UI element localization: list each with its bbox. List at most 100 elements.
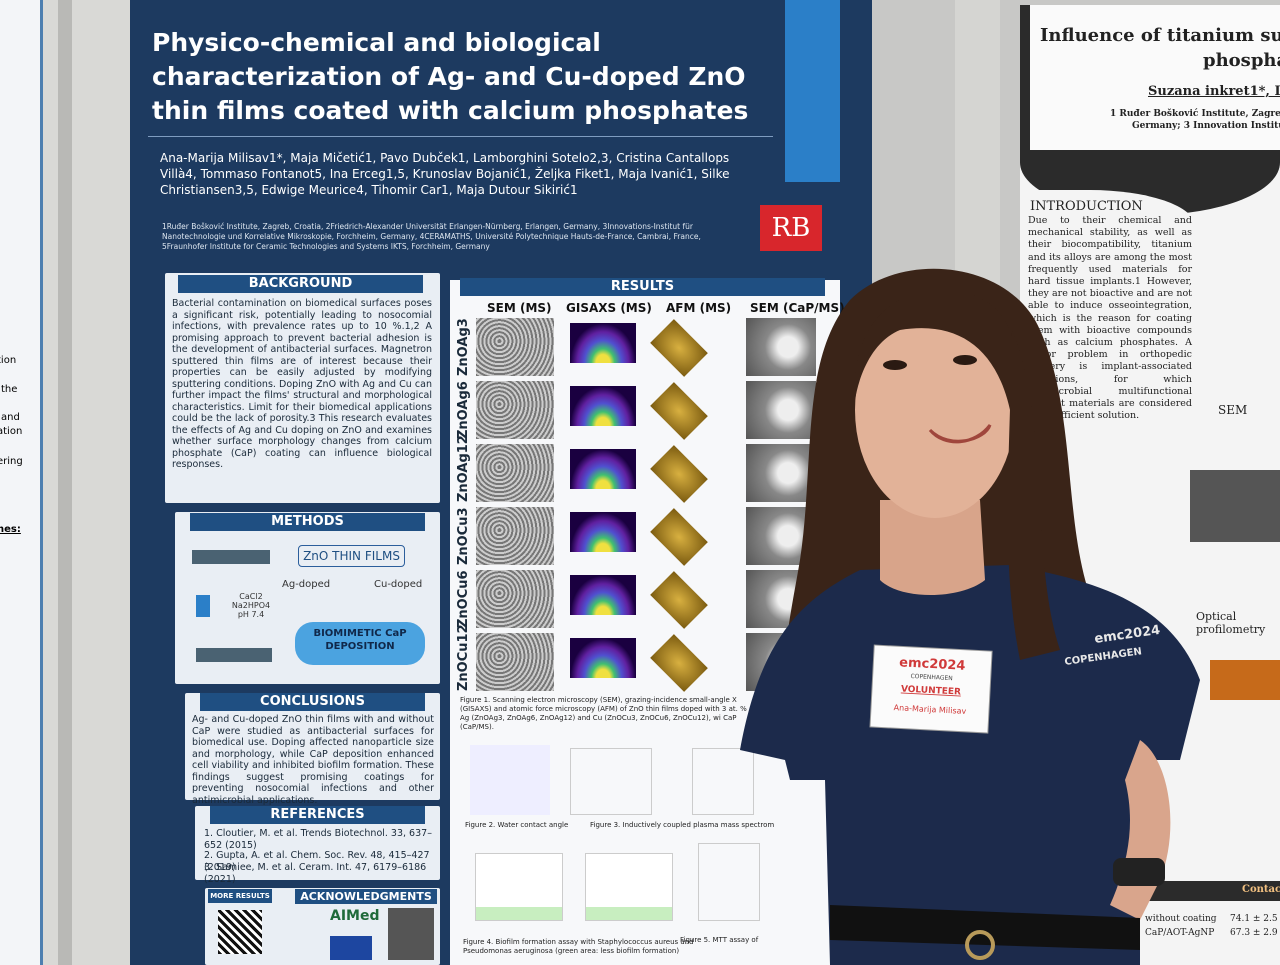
background-panel	[165, 273, 440, 503]
affiliations: 1Ruđer Bošković Institute, Zagreb, Croat…	[162, 222, 701, 251]
fragment: and	[1, 412, 20, 423]
section-heading: INTRODUCTION	[1030, 199, 1143, 214]
column-header: AFM (MS)	[666, 301, 732, 315]
ag-label: Ag-doped	[282, 579, 331, 590]
mouth	[928, 424, 992, 444]
figure-caption: Figure 4. Biofilm formation assay with S…	[463, 938, 694, 955]
reference: 3. Samiee, M. et al. Ceram. Int. 47, 617…	[204, 862, 427, 885]
section-heading: RESULTS	[460, 278, 825, 296]
sem-cap-image	[746, 381, 816, 439]
ack-logo: AIMed	[330, 908, 380, 924]
intro-text: Due to their chemical and mechanical sta…	[1028, 215, 1192, 422]
section-heading: BACKGROUND	[178, 275, 423, 293]
films-label: ZnO THIN FILMS	[298, 545, 405, 567]
watch	[1113, 858, 1165, 886]
section-heading: REFERENCES	[210, 806, 425, 824]
accent	[785, 0, 840, 182]
sem-image	[476, 381, 554, 439]
sem-image	[1190, 470, 1280, 542]
reference: 1. Cloutier, M. et al. Trends Biotechnol…	[204, 828, 432, 851]
gisaxs-image	[570, 323, 636, 363]
neck	[880, 500, 985, 595]
hair-front	[854, 289, 1018, 420]
sem-image	[476, 507, 554, 565]
badge-card	[869, 644, 993, 734]
board	[40, 0, 135, 965]
fragment: the	[1, 384, 18, 395]
sem-cap-image	[746, 444, 816, 502]
label: SEM	[1218, 403, 1248, 417]
section-heading: ACKNOWLEDGMENTS	[295, 889, 437, 904]
cell: without coating	[1145, 914, 1217, 924]
sem-image	[476, 444, 554, 502]
figure-caption: Figure 2. Water contact angle	[465, 821, 569, 829]
gisaxs-image	[570, 575, 636, 615]
eu-flag	[330, 936, 372, 960]
fragment: nes:	[0, 524, 21, 535]
column-header: SEM (CaP/MS)	[750, 301, 845, 315]
cu-label: Cu-doped	[374, 579, 423, 590]
title: phospha	[1203, 50, 1280, 71]
sem-image	[476, 633, 554, 691]
rule	[148, 136, 773, 137]
chart-image	[475, 853, 563, 921]
badge: emc2024 COPENHAGEN VOLUNTEER Ana-Marija …	[869, 644, 993, 734]
hair-side	[1007, 330, 1060, 660]
film-icon	[196, 648, 272, 662]
authors: Suzana inkret1*, Ina	[1148, 84, 1280, 99]
gisaxs-image	[570, 512, 636, 552]
badge-role: VOLUNTEER	[901, 684, 962, 697]
cell: 74.1 ± 2.5	[1230, 914, 1278, 924]
affiliation: Germany; 3 Innovation Institute fo	[1132, 121, 1280, 131]
cell: 67.3 ± 2.9	[1230, 928, 1278, 938]
sem-cap-image	[746, 318, 816, 376]
column-header: GISAXS (MS)	[566, 301, 652, 315]
figure-caption: Figure 3. Inductively coupled plasma mas…	[590, 821, 775, 829]
deposition: BIOMIMETIC CaP DEPOSITION	[295, 622, 425, 665]
table-head	[1140, 881, 1280, 901]
pole	[58, 0, 72, 965]
chart-image	[570, 748, 652, 815]
affiliation: 1 Ruđer Bošković Institute, Zagreb, Cro	[1110, 109, 1280, 119]
chart-image	[698, 843, 760, 921]
qr-code	[218, 910, 262, 954]
label: Optical profilometry	[1196, 610, 1266, 636]
main-poster: Physico-chemical and biological characte…	[130, 0, 872, 965]
figure-caption: Figure 1. Scanning electron microscopy (…	[460, 696, 756, 731]
column-header: SEM (MS)	[487, 301, 552, 315]
face	[855, 302, 1015, 518]
buckle	[965, 930, 995, 960]
badge-name: Ana-Marija Milisav	[893, 703, 966, 716]
more-results: MORE RESULTS	[208, 889, 272, 903]
logo: RB	[760, 205, 822, 251]
logo-box	[388, 908, 434, 960]
conclusions-text: Ag- and Cu-doped ZnO thin films with and…	[192, 714, 434, 806]
section-heading: METHODS	[190, 513, 425, 531]
film-icon	[192, 550, 270, 564]
eye	[883, 360, 907, 370]
gisaxs-image	[570, 386, 636, 426]
gisaxs-image	[570, 638, 636, 678]
cell: CaP/AOT-AgNP	[1145, 928, 1215, 938]
table-heading: Contact	[1242, 884, 1280, 895]
solution: CaCl2 Na2HPO4 pH 7.4	[231, 592, 271, 619]
badge-logo: emc2024	[899, 655, 966, 673]
chart-image	[470, 745, 550, 815]
sem-image	[476, 318, 554, 376]
fragment: tion	[0, 355, 17, 366]
fragment: ation	[0, 426, 23, 437]
sem-image	[476, 570, 554, 628]
reference: 2. Gupta, A. et al. Chem. Soc. Rev. 48, …	[204, 850, 430, 873]
arrow	[196, 595, 210, 617]
fragment: ering	[0, 456, 23, 467]
poster-title: Physico-chemical and biological characte…	[152, 28, 749, 125]
shirt	[740, 565, 1200, 965]
chart-image	[585, 853, 673, 921]
figure-caption: Figure 5. MTT assay of	[680, 936, 759, 944]
gisaxs-image	[570, 449, 636, 489]
badge-city: COPENHAGEN	[910, 673, 953, 682]
background-text: Bacterial contamination on biomedical su…	[172, 298, 432, 470]
eye	[953, 355, 977, 365]
